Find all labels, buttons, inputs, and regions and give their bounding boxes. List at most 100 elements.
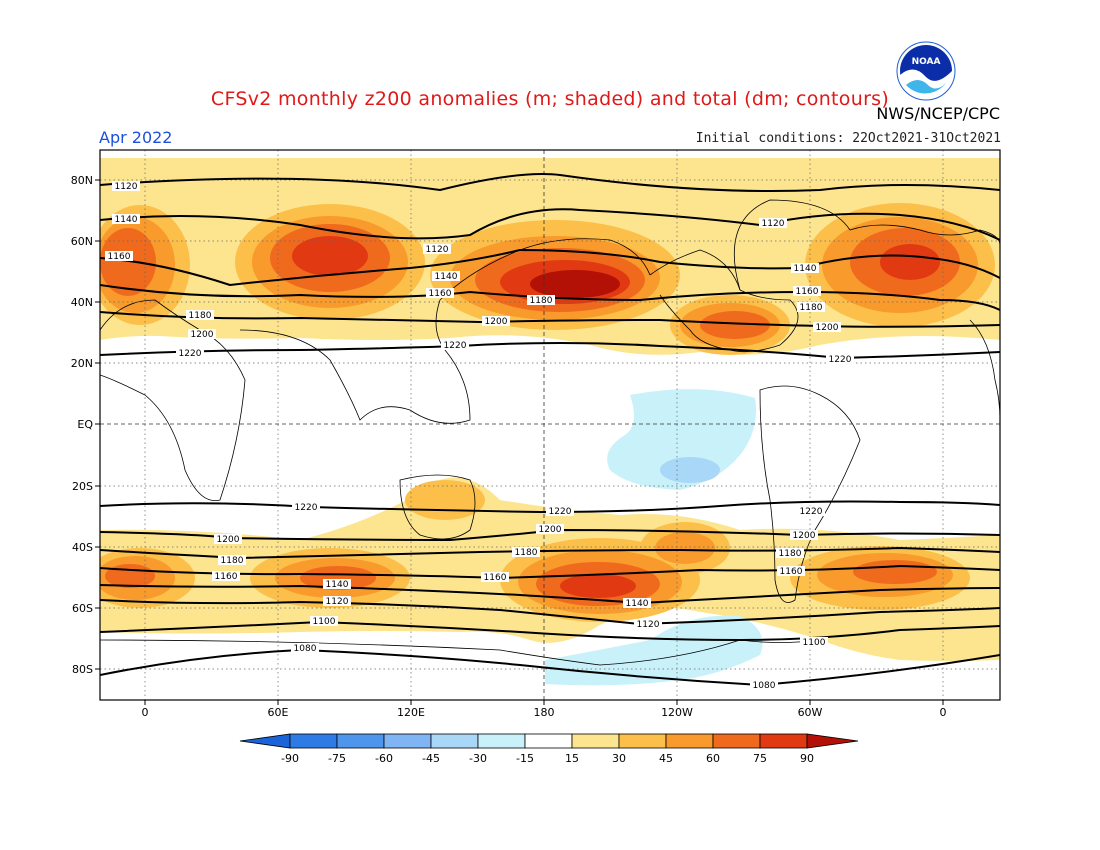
colorbar-label: 75 xyxy=(753,752,767,765)
contour-label: 1220 xyxy=(797,506,825,517)
lat-label: 20N xyxy=(71,357,93,370)
contour-label: 1080 xyxy=(750,680,778,691)
svg-text:1120: 1120 xyxy=(426,245,449,255)
map-panel: 1120 1140 1160 1180 1200 1220 1120 1140 … xyxy=(100,150,1000,700)
noaa-logo: NOAA xyxy=(896,41,956,101)
anomaly-shading-negative xyxy=(545,389,763,686)
contour-line xyxy=(100,648,1000,687)
svg-text:1140: 1140 xyxy=(326,580,349,590)
svg-text:1200: 1200 xyxy=(217,535,240,545)
contour-label: 1080 xyxy=(291,643,319,654)
contour-line xyxy=(100,620,1000,642)
latitude-axis: 80N 60N 40N 20N EQ 20S 40S 60S 80S xyxy=(71,174,94,676)
colorbar-label: -90 xyxy=(281,752,299,765)
contour-label: 1120 xyxy=(323,596,351,607)
contour-label: 1160 xyxy=(481,572,509,583)
colorbar-swatch xyxy=(524,733,573,749)
colorbar-label: 90 xyxy=(800,752,814,765)
lon-label: 180 xyxy=(534,706,555,719)
svg-text:1160: 1160 xyxy=(780,567,803,577)
colorbar-swatch xyxy=(712,733,761,749)
svg-text:1220: 1220 xyxy=(295,503,318,513)
colorbar-swatch xyxy=(383,733,432,749)
contour-label: 1200 xyxy=(482,316,510,327)
svg-text:1120: 1120 xyxy=(637,620,660,630)
contour-label: 1140 xyxy=(112,214,140,225)
contour-label: 1120 xyxy=(759,218,787,229)
svg-text:1120: 1120 xyxy=(326,597,349,607)
contour-line xyxy=(100,599,1000,626)
contour-line xyxy=(100,208,1000,241)
lon-label: 60W xyxy=(798,706,823,719)
contour-label: 1180 xyxy=(776,548,804,559)
svg-text:1120: 1120 xyxy=(762,219,785,229)
contour-label: 1160 xyxy=(793,286,821,297)
lon-label: 120E xyxy=(397,706,425,719)
contour-label: 1200 xyxy=(536,524,564,535)
valid-month-label: Apr 2022 xyxy=(99,128,173,147)
lat-label: 40N xyxy=(71,296,93,309)
contour-label: 1140 xyxy=(323,579,351,590)
lat-label: 80S xyxy=(72,663,93,676)
contour-label: 1160 xyxy=(105,251,133,262)
svg-text:1220: 1220 xyxy=(179,349,202,359)
colorbar-swatch xyxy=(336,733,385,749)
initial-conditions-label: Initial conditions: 22Oct2021-31Oct2021 xyxy=(695,131,1001,146)
svg-text:1140: 1140 xyxy=(115,215,138,225)
contour-label: 1200 xyxy=(813,322,841,333)
colorbar-swatch xyxy=(759,733,808,749)
colorbar-swatch xyxy=(430,733,479,749)
svg-text:1160: 1160 xyxy=(429,289,452,299)
colorbar-label: -60 xyxy=(375,752,393,765)
colorbar-label: -30 xyxy=(469,752,487,765)
contour-label: 1120 xyxy=(634,619,662,630)
svg-text:1180: 1180 xyxy=(779,549,802,559)
contour-line xyxy=(100,500,1000,514)
svg-text:1080: 1080 xyxy=(753,681,776,691)
contour-label: 1220 xyxy=(176,348,204,359)
svg-text:1200: 1200 xyxy=(816,323,839,333)
colorbar-label: -75 xyxy=(328,752,346,765)
contour-label: 1180 xyxy=(186,310,214,321)
contour-line xyxy=(100,173,1000,192)
svg-text:1220: 1220 xyxy=(549,507,572,517)
lon-label: 0 xyxy=(142,706,149,719)
contour-line xyxy=(100,564,1000,580)
svg-text:1200: 1200 xyxy=(539,525,562,535)
contour-label: 1200 xyxy=(790,530,818,541)
contour-label: 1220 xyxy=(826,354,854,365)
contour-line xyxy=(100,248,1000,287)
svg-text:1220: 1220 xyxy=(444,341,467,351)
contour-label: 1180 xyxy=(527,295,555,306)
svg-text:1140: 1140 xyxy=(794,264,817,274)
colorbar-label: -15 xyxy=(516,752,534,765)
svg-text:1220: 1220 xyxy=(829,355,852,365)
contour-label: 1160 xyxy=(212,571,240,582)
contour-label: 1160 xyxy=(777,566,805,577)
colorbar-label: 15 xyxy=(565,752,579,765)
contour-label: 1180 xyxy=(797,302,825,313)
lat-lon-grid xyxy=(100,150,1000,700)
agency-label: NWS/NCEP/CPC xyxy=(876,104,1000,123)
svg-text:1200: 1200 xyxy=(191,330,214,340)
lat-label: EQ xyxy=(77,418,93,431)
svg-text:1100: 1100 xyxy=(313,617,336,627)
contour-label: 1200 xyxy=(214,534,242,545)
lat-label: 60N xyxy=(71,235,93,248)
contour-labels-south: 1220 1220 1220 1200 1200 1200 1180 1180 … xyxy=(212,502,828,691)
svg-text:1180: 1180 xyxy=(515,548,538,558)
svg-text:1180: 1180 xyxy=(221,556,244,566)
svg-text:1140: 1140 xyxy=(626,599,649,609)
svg-text:1180: 1180 xyxy=(189,311,212,321)
colorbar-swatch xyxy=(289,733,338,749)
colorbar-swatch xyxy=(571,733,620,749)
colorbar-label: 30 xyxy=(612,752,626,765)
colorbar-swatch xyxy=(665,733,714,749)
svg-text:1180: 1180 xyxy=(530,296,553,306)
lon-label: 120W xyxy=(661,706,693,719)
colorbar-swatch xyxy=(477,733,526,749)
anomaly-shading-north xyxy=(100,158,1000,355)
contour-label: 1180 xyxy=(218,555,246,566)
colorbar-swatch xyxy=(618,733,667,749)
